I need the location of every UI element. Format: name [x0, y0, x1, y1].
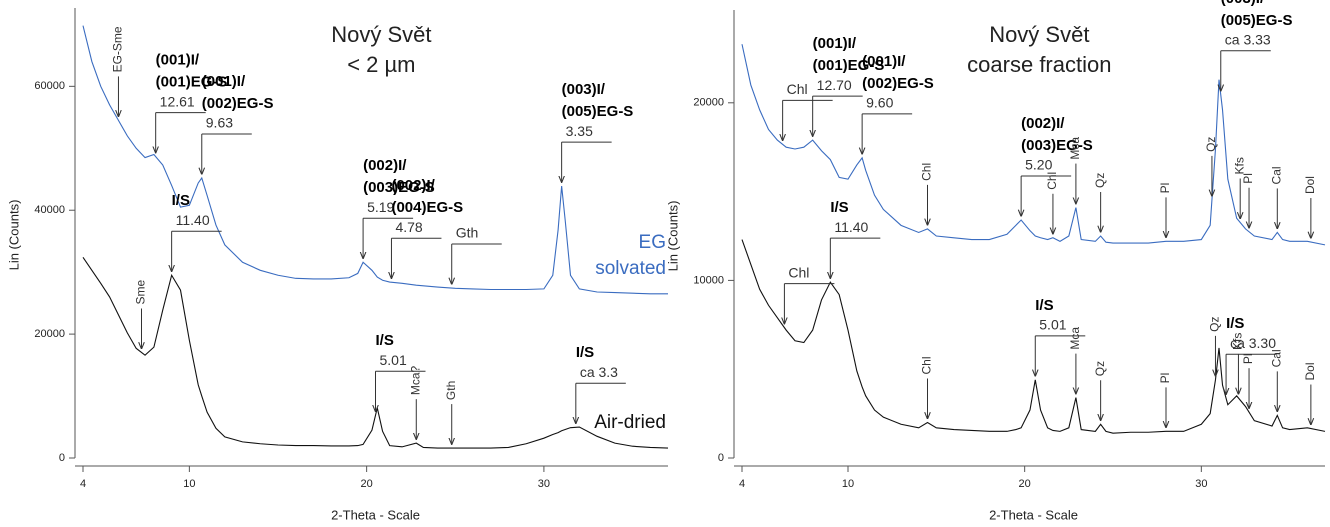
- x-tick-label: 4: [739, 478, 745, 490]
- chart-title: Nový Svět: [989, 22, 1089, 47]
- mineral-label: Pl: [1158, 373, 1172, 384]
- annotation-text: ca 3.3: [580, 364, 618, 380]
- x-tick-label: 30: [538, 478, 550, 490]
- annotation-heading: (005)EG-S: [1221, 12, 1293, 29]
- annotation-text: 12.70: [817, 77, 852, 93]
- annotation-text: 5.01: [380, 352, 407, 368]
- mineral-label: Chl: [1045, 172, 1059, 190]
- annotation-heading: (002)I/: [391, 177, 435, 194]
- series-line: [82, 25, 668, 295]
- mineral-label: Chl: [920, 356, 934, 374]
- x-tick-label: 10: [842, 478, 854, 490]
- x-tick-label: 4: [80, 478, 86, 490]
- mineral-label: Kfs: [1232, 157, 1246, 174]
- y-tick-label: 20000: [34, 328, 65, 340]
- annotation-heading: (002)EG-S: [862, 75, 934, 92]
- annotation-text: 5.19: [367, 199, 394, 215]
- x-tick-label: 30: [1195, 478, 1207, 490]
- annotation-heading: (001)I/: [862, 53, 906, 70]
- y-tick-label: 0: [718, 452, 724, 464]
- mineral-label: Mca?: [408, 365, 422, 395]
- annotation-heading: (001)I/: [813, 35, 857, 52]
- annotation-heading: I/S: [576, 344, 594, 361]
- chart-subtitle: coarse fraction: [967, 52, 1111, 77]
- annotation-text: 5.20: [1025, 157, 1052, 173]
- annotation-text: 11.40: [176, 212, 210, 228]
- annotation-text: 12.61: [160, 93, 195, 109]
- annotation-heading: I/S: [1035, 297, 1053, 314]
- mineral-label: EG-Sme: [111, 26, 125, 72]
- mineral-label: Qz: [1208, 317, 1222, 332]
- mineral-label: Chl: [920, 163, 934, 181]
- mineral-label: Mca: [1068, 327, 1082, 350]
- mineral-label: Pl: [1241, 173, 1255, 184]
- annotation-text: 9.60: [866, 95, 893, 111]
- annotation-text: Gth: [456, 225, 479, 241]
- x-tick-label: 20: [1019, 478, 1031, 490]
- annotation-heading: (003)I/: [562, 81, 606, 98]
- annotation-heading: (003)EG-S: [363, 179, 435, 196]
- series-line: [741, 44, 1326, 246]
- annotation-heading: (003)EG-S: [1021, 137, 1093, 154]
- annotation-heading: I/S: [1226, 315, 1244, 332]
- y-tick-label: 0: [59, 452, 65, 464]
- annotation-heading: I/S: [830, 199, 848, 216]
- annotation-heading: (002)EG-S: [202, 95, 274, 112]
- x-axis-label: 2-Theta - Scale: [989, 507, 1078, 522]
- y-tick-label: 10000: [693, 274, 724, 286]
- mineral-label: Dol: [1303, 176, 1317, 194]
- mineral-label: Qz: [1093, 361, 1107, 376]
- annotation-text: 5.01: [1039, 317, 1066, 333]
- mineral-label: Pl: [1158, 183, 1172, 194]
- annotation-heading: (004)EG-S: [391, 199, 463, 216]
- mineral-label: Cal: [1269, 349, 1283, 367]
- x-tick-label: 10: [183, 478, 195, 490]
- annotation-heading: (001)EG-S: [813, 57, 885, 74]
- mineral-label: Qz: [1093, 173, 1107, 188]
- x-tick-label: 20: [361, 478, 373, 490]
- annotation-heading: (001)I/: [156, 52, 200, 69]
- mineral-label: Sme: [134, 279, 148, 304]
- mineral-label: Pl: [1241, 354, 1255, 365]
- annotation-heading: (002)I/: [1021, 115, 1065, 132]
- annotation-text: 3.35: [566, 123, 593, 139]
- legend-entry: EG solvated: [595, 231, 666, 279]
- annotation-heading: I/S: [376, 332, 394, 349]
- y-tick-label: 20000: [693, 97, 724, 109]
- y-tick-label: 60000: [34, 80, 65, 92]
- annotation-text: ca 3.30: [1230, 335, 1276, 351]
- series-line: [82, 256, 669, 449]
- x-axis-label: 2-Theta - Scale: [331, 507, 420, 522]
- annotation-text: ca 3.33: [1225, 32, 1271, 48]
- mineral-label: Kfs: [1231, 333, 1245, 350]
- mineral-label: Gth: [444, 381, 458, 400]
- annotation-text: Chl: [787, 81, 808, 97]
- series-name: Air-dried: [594, 412, 666, 434]
- y-axis-label: Lin (Counts): [6, 200, 21, 271]
- annotation-text: Chl: [788, 264, 809, 280]
- annotation-heading: I/S: [172, 192, 190, 209]
- chart-subtitle: < 2 µm: [347, 52, 415, 77]
- series-name: EG solvated: [595, 231, 666, 279]
- annotation-heading: (003)I/: [1221, 0, 1265, 7]
- annotation-heading: (005)EG-S: [562, 103, 634, 120]
- mineral-label: Dol: [1303, 363, 1317, 381]
- legend-entry: Air-dried: [594, 412, 666, 434]
- mineral-label: Cal: [1269, 166, 1283, 184]
- annotation-heading: (002)I/: [363, 157, 407, 174]
- annotation-heading: (001)I/: [202, 73, 246, 90]
- chart-title: Nový Svět: [331, 22, 431, 47]
- annotation-text: 4.78: [395, 219, 422, 235]
- y-tick-label: 40000: [34, 204, 65, 216]
- annotation-text: 11.40: [834, 219, 868, 235]
- annotation-text: 9.63: [206, 115, 233, 131]
- mineral-label: Qz: [1204, 137, 1218, 152]
- annotation-heading: (001)EG-S: [156, 74, 228, 91]
- mineral-label: Mca: [1068, 137, 1082, 160]
- y-axis-label: Lin (Counts): [665, 201, 680, 272]
